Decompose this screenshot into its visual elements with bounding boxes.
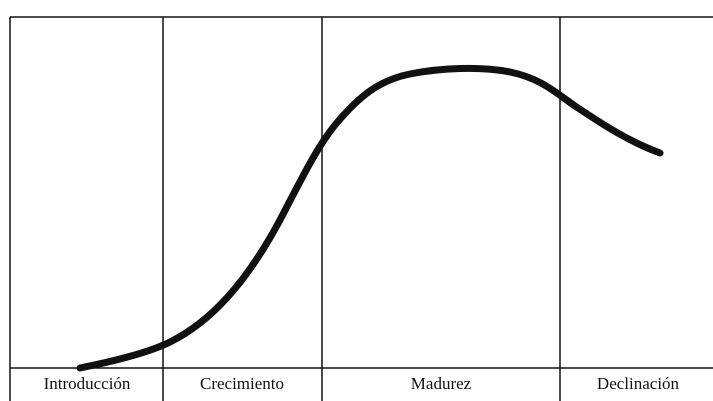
stage-label: Introducción [44, 374, 131, 393]
life-cycle-curve [76, 64, 664, 372]
stage-label: Declinación [597, 374, 680, 393]
frame [9, 16, 713, 401]
stage-label: Madurez [411, 374, 472, 393]
stage-label: Crecimiento [200, 374, 284, 393]
